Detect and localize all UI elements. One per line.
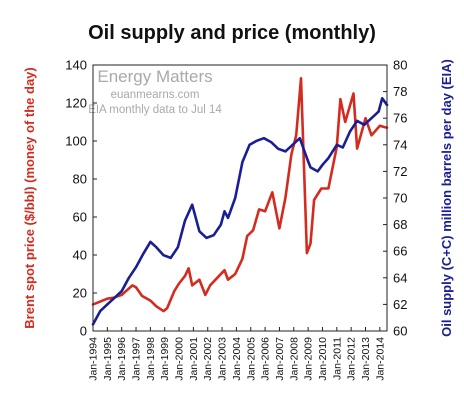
x-tick-label: Jan-2006 bbox=[260, 337, 272, 381]
x-axis: Jan-1994 Jan-1995 Jan-1996 Jan-1997 Jan-1998… bbox=[88, 327, 386, 381]
y-axis-title-right: Oil supply (C+C) million barrels per day… bbox=[439, 59, 454, 337]
x-tick-label: Jan-2003 bbox=[217, 337, 229, 381]
y-axis-title-left: Brent spot price ($/bbl) (money of the d… bbox=[22, 67, 37, 328]
watermark: Energy Matters euanmearns.com EIA monthl… bbox=[88, 67, 222, 116]
x-tick-label: Jan-2001 bbox=[188, 337, 200, 381]
watermark-brand: Energy Matters bbox=[97, 67, 212, 86]
right-tick-label: 66 bbox=[393, 244, 407, 259]
right-tick-label: 80 bbox=[393, 58, 407, 73]
left-tick-label: 60 bbox=[73, 210, 87, 225]
supply-line bbox=[91, 97, 389, 326]
x-tick-label: Jan-2012 bbox=[346, 337, 358, 381]
watermark-note: EIA monthly data to Jul 14 bbox=[88, 104, 222, 116]
left-tick-label: 80 bbox=[73, 172, 87, 187]
left-tick-label: 20 bbox=[73, 286, 87, 301]
left-tick-label: 40 bbox=[73, 248, 87, 263]
right-tick-label: 76 bbox=[393, 111, 407, 126]
left-axis: 0 20 40 60 80 100 120 140 bbox=[65, 58, 97, 339]
left-tick-label: 100 bbox=[65, 134, 87, 149]
x-tick-label: Jan-2013 bbox=[360, 337, 372, 381]
x-tick-label: Jan-1997 bbox=[131, 337, 143, 381]
right-tick-label: 72 bbox=[393, 164, 407, 179]
x-tick-label: Jan-1996 bbox=[116, 337, 128, 381]
left-tick-label: 0 bbox=[80, 324, 87, 339]
x-tick-label: Jan-2008 bbox=[288, 337, 300, 381]
x-tick-label: Jan-1995 bbox=[102, 337, 114, 381]
right-tick-label: 68 bbox=[393, 217, 407, 232]
right-axis: 60 62 64 66 68 70 72 74 76 78 80 bbox=[383, 58, 407, 339]
x-tick-label: Jan-2002 bbox=[202, 337, 214, 381]
plot-lines bbox=[91, 77, 389, 326]
right-tick-label: 70 bbox=[393, 191, 407, 206]
x-tick-label: Jan-2004 bbox=[231, 337, 243, 381]
x-tick-label: Jan-2010 bbox=[317, 337, 329, 381]
right-tick-label: 78 bbox=[393, 84, 407, 99]
x-tick-label: Jan-2009 bbox=[303, 337, 315, 381]
x-tick-label: Jan-2005 bbox=[245, 337, 257, 381]
left-tick-label: 120 bbox=[65, 96, 87, 111]
chart-title: Oil supply and price (monthly) bbox=[88, 22, 376, 44]
x-tick-label: Jan-2000 bbox=[174, 337, 186, 381]
x-tick-label: Jan-2014 bbox=[374, 337, 386, 381]
x-tick-label: Jan-2007 bbox=[274, 337, 286, 381]
right-tick-label: 74 bbox=[393, 137, 407, 152]
x-tick-label: Jan-2011 bbox=[331, 337, 343, 380]
left-tick-label: 140 bbox=[65, 58, 87, 73]
x-tick-label: Jan-1994 bbox=[88, 337, 100, 381]
right-tick-label: 60 bbox=[393, 324, 407, 339]
watermark-site: euanmearns.com bbox=[111, 89, 200, 101]
right-tick-label: 62 bbox=[393, 297, 407, 312]
x-tick-label: Jan-1998 bbox=[145, 337, 157, 381]
x-tick-label: Jan-1999 bbox=[159, 337, 171, 381]
right-tick-label: 64 bbox=[393, 270, 407, 285]
